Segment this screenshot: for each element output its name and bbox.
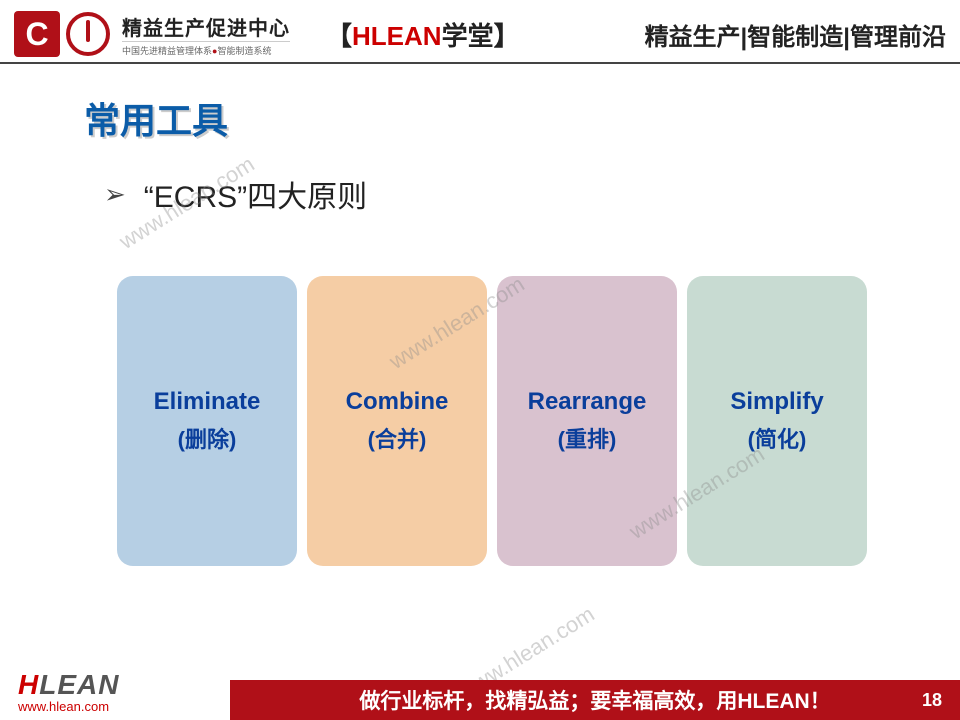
main: 常用工具 ➢ “ECRS”四大原则 Eliminate (删除) Combine (合… (0, 64, 960, 566)
bullet-icon: ➢ (104, 179, 126, 210)
card-chinese: (重排) (558, 422, 617, 454)
card-chinese: (删除) (178, 422, 237, 454)
cards-container: Eliminate (删除) Combine (合并) Rearrange (重排) Sim… (84, 276, 900, 566)
org-sub: 中国先进精益管理体系●智能制造系统 (122, 41, 290, 57)
header-right: 精益生产|智能制造|管理前沿 (645, 17, 946, 52)
footer-left: HLEAN www.hlean.com (0, 669, 230, 720)
header-divider (0, 62, 960, 64)
ecrs-card: Combine (合并) (307, 276, 487, 566)
footer-url: www.hlean.com (18, 699, 230, 714)
logo-circle-icon (66, 12, 110, 56)
footer-slogan: 做行业标杆，找精弘益；要幸福高效，用HLEAN！ (359, 685, 830, 715)
logo-c-icon: C (14, 11, 60, 57)
subtitle-row: ➢ “ECRS”四大原则 (104, 172, 900, 216)
card-english: Eliminate (154, 388, 261, 416)
card-english: Rearrange (528, 388, 647, 416)
card-chinese: (合并) (368, 422, 427, 454)
logo-block: C 精益生产促进中心 中国先进精益管理体系●智能制造系统 (14, 11, 290, 57)
page-number: 18 (922, 690, 942, 711)
card-english: Simplify (730, 388, 823, 416)
logo-text: 精益生产促进中心 中国先进精益管理体系●智能制造系统 (122, 12, 290, 57)
slide-title: 常用工具 (84, 92, 900, 144)
ecrs-card: Eliminate (删除) (117, 276, 297, 566)
card-english: Combine (346, 388, 449, 416)
footer-bar: 做行业标杆，找精弘益；要幸福高效，用HLEAN！ 18 (230, 680, 960, 720)
card-chinese: (简化) (748, 422, 807, 454)
footer-logo: HLEAN (18, 669, 230, 701)
header-center: 【HLEAN学堂】 (326, 16, 520, 53)
subtitle: “ECRS”四大原则 (144, 172, 367, 216)
ecrs-card: Rearrange (重排) (497, 276, 677, 566)
header: C 精益生产促进中心 中国先进精益管理体系●智能制造系统 【HLEAN学堂】 精… (0, 0, 960, 64)
footer: HLEAN www.hlean.com 做行业标杆，找精弘益；要幸福高效，用HL… (0, 662, 960, 720)
org-title: 精益生产促进中心 (122, 12, 290, 41)
ecrs-card: Simplify (简化) (687, 276, 867, 566)
